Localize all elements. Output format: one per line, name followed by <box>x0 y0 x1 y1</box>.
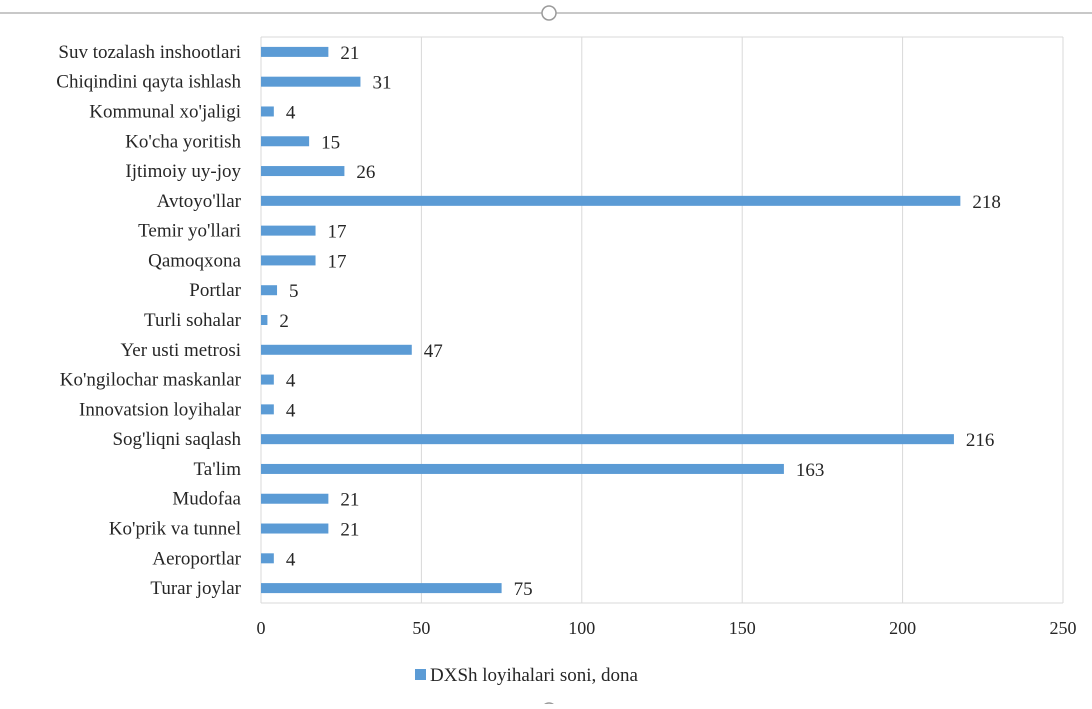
data-label: 15 <box>321 132 340 153</box>
bar[interactable] <box>261 404 274 415</box>
bar[interactable] <box>261 315 268 325</box>
category-labels: Suv tozalash inshootlari Chiqindini qayta… <box>56 42 241 599</box>
data-label: 21 <box>340 490 359 511</box>
gridlines <box>260 36 1064 604</box>
data-label: 17 <box>328 251 347 272</box>
bar[interactable] <box>261 344 412 355</box>
category-label: Aeroportlar <box>152 548 241 569</box>
data-label: 4 <box>286 549 296 570</box>
data-label: 21 <box>340 520 359 541</box>
x-tick-label: 100 <box>568 618 595 638</box>
data-label: 26 <box>356 162 375 183</box>
category-label: Portlar <box>189 280 241 301</box>
bar[interactable] <box>261 136 310 147</box>
legend: DXSh loyihalari soni, dona <box>415 665 638 686</box>
bar[interactable] <box>261 106 274 117</box>
bars-group <box>261 46 961 594</box>
category-label: Ko'cha yoritish <box>125 131 241 152</box>
bar[interactable] <box>261 166 345 177</box>
category-label: Innovatsion loyihalar <box>79 399 242 420</box>
category-label: Ko'ngilochar maskanlar <box>60 370 242 391</box>
data-label: 218 <box>972 192 1001 213</box>
x-tick-label: 200 <box>889 618 916 638</box>
data-label: 75 <box>514 579 533 600</box>
data-label: 4 <box>286 400 296 421</box>
legend-swatch <box>415 669 426 680</box>
category-label: Turar joylar <box>150 578 241 599</box>
category-label: Ijtimoiy uy-joy <box>125 161 241 182</box>
bar[interactable] <box>261 76 361 87</box>
bar[interactable] <box>261 434 954 445</box>
bar[interactable] <box>261 523 329 534</box>
data-label: 47 <box>424 341 443 362</box>
x-tick-labels: 0 50 100 150 200 250 <box>257 618 1077 638</box>
bar[interactable] <box>261 195 961 206</box>
bar[interactable] <box>261 285 278 296</box>
legend-label: DXSh loyihalari soni, dona <box>430 665 638 686</box>
category-label: Qamoqxona <box>148 250 241 271</box>
category-label: Kommunal xo'jaligi <box>89 101 241 122</box>
category-label: Avtoyo'llar <box>157 191 242 212</box>
bar[interactable] <box>261 255 316 266</box>
bar[interactable] <box>261 463 784 474</box>
category-label: Chiqindini qayta ishlash <box>56 72 241 93</box>
bar[interactable] <box>261 46 329 57</box>
x-tick-label: 0 <box>257 618 266 638</box>
data-label: 21 <box>340 43 359 64</box>
data-label: 4 <box>286 371 296 392</box>
data-label: 2 <box>279 311 289 332</box>
data-label: 5 <box>289 281 299 302</box>
category-label: Temir yo'llari <box>138 221 241 242</box>
category-label: Turli sohalar <box>144 310 242 331</box>
bar[interactable] <box>261 493 329 504</box>
data-label: 216 <box>966 430 995 451</box>
data-label: 17 <box>328 222 347 243</box>
data-label: 4 <box>286 102 296 123</box>
category-label: Ko'prik va tunnel <box>109 519 241 540</box>
data-labels: 21 31 4 15 26 218 17 17 52 47 4 4 216 163 21 21 4 75 <box>279 43 1000 600</box>
category-label: Ta'lim <box>194 459 242 480</box>
bar[interactable] <box>261 225 316 236</box>
data-label: 163 <box>796 460 825 481</box>
x-tick-label: 50 <box>412 618 430 638</box>
x-tick-label: 250 <box>1050 618 1077 638</box>
resize-handle-top[interactable] <box>541 5 557 21</box>
category-label: Suv tozalash inshootlari <box>58 42 241 63</box>
category-label: Sog'liqni saqlash <box>112 429 241 450</box>
bar[interactable] <box>261 583 502 594</box>
x-tick-label: 150 <box>729 618 756 638</box>
bar[interactable] <box>261 553 274 564</box>
category-label: Yer usti metrosi <box>120 340 241 361</box>
category-label: Mudofaa <box>172 489 241 510</box>
data-label: 31 <box>372 73 391 94</box>
bar[interactable] <box>261 374 274 385</box>
